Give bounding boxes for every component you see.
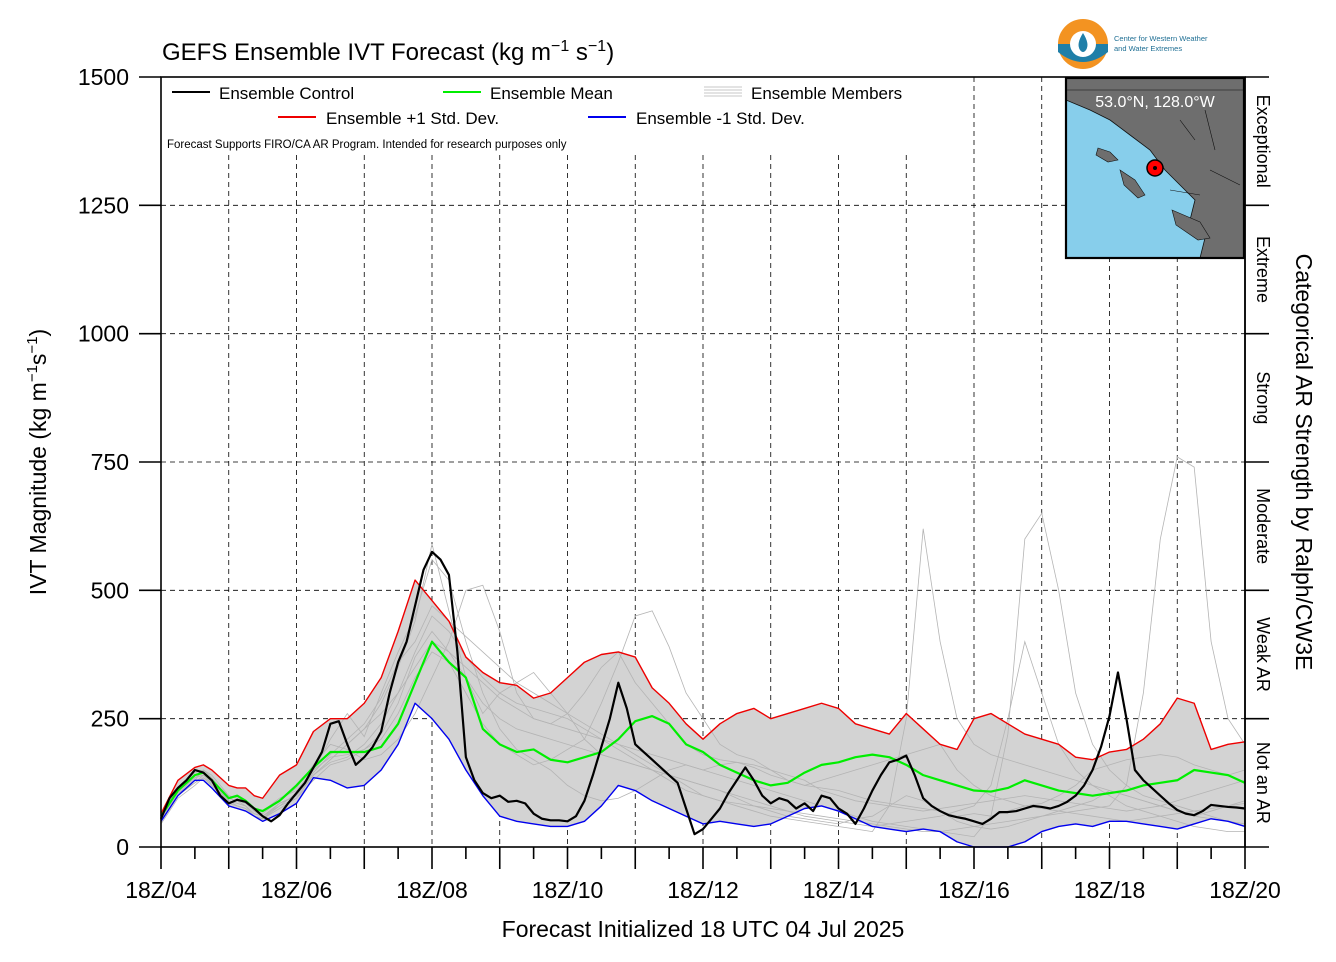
cw3e-logo: Center for Western Weather and Water Ext… (1058, 19, 1208, 69)
y-tick-label: 0 (116, 834, 129, 860)
ensemble-member-line (160, 630, 1245, 832)
category-label: Extreme (1253, 236, 1273, 303)
inset-island-b (1119, 169, 1146, 199)
x-tick-label: 18Z/10 (532, 877, 604, 903)
logo-drop-icon (1078, 33, 1088, 52)
minus-std-line (160, 702, 1246, 848)
x-tick-label: 18Z/12 (667, 877, 739, 903)
logo-text-line1: Center for Western Weather (1114, 34, 1208, 43)
logo-text-line2: and Water Extremes (1114, 44, 1182, 53)
research-note: Forecast Supports FIRO/CA AR Program. In… (167, 139, 567, 151)
chart-title: GEFS Ensemble IVT Forecast (kg m−1 s−1) (162, 38, 614, 66)
y-tick-label: 1000 (78, 321, 129, 347)
inset-frame (1064, 76, 1246, 260)
category-label: Moderate (1253, 488, 1273, 564)
category-label: Exceptional (1253, 95, 1273, 188)
ensemble-summary-lines (159, 550, 1246, 848)
legend-minus-std-label: Ensemble -1 Std. Dev. (636, 109, 805, 128)
ensemble-control-line (159, 550, 1246, 836)
category-axis-title: Categorical AR Strength by Ralph/CW3E (1291, 254, 1317, 671)
x-tick-label: 18Z/08 (396, 877, 468, 903)
category-axis: Not an AR Weak AR Moderate Strong Extreme Exc… (1244, 76, 1273, 848)
y-tick-label: 250 (91, 706, 129, 732)
std-dev-spread-area (161, 580, 1245, 847)
x-tick-label: 18Z/16 (938, 877, 1010, 903)
legend-mean-label: Ensemble Mean (490, 84, 613, 103)
legend-members-swatch (704, 86, 742, 97)
y-axis: 0 250 500 750 1000 1250 1500 (78, 64, 161, 860)
x-tick-label: 18Z/04 (125, 877, 197, 903)
ensemble-member-line (160, 512, 1246, 838)
legend: Ensemble Control Ensemble Mean Ensemble … (167, 84, 902, 151)
location-inset-map: 53.0°N, 128.0°W (1064, 76, 1246, 260)
ensemble-member-line (160, 610, 1246, 825)
ensemble-mean-line (160, 640, 1246, 817)
x-tick-label: 18Z/20 (1209, 877, 1281, 903)
legend-control-label: Ensemble Control (219, 84, 354, 103)
category-label: Strong (1253, 371, 1273, 424)
inset-island-a (1095, 147, 1119, 163)
legend-plus-std-label: Ensemble +1 Std. Dev. (326, 109, 499, 128)
category-label: Not an AR (1253, 742, 1273, 824)
y-tick-label: 750 (91, 449, 129, 475)
x-tick-label: 18Z/06 (261, 877, 333, 903)
inset-borders (1169, 109, 1241, 196)
x-tick-label: 18Z/18 (1074, 877, 1146, 903)
category-label: Weak AR (1253, 617, 1273, 692)
inset-location-label: 53.0°N, 128.0°W (1095, 94, 1215, 111)
inset-island-c (1171, 209, 1211, 241)
x-axis-title: Forecast Initialized 18 UTC 04 Jul 2025 (502, 916, 905, 942)
y-tick-label: 1500 (78, 64, 129, 90)
legend-members-label: Ensemble Members (751, 84, 902, 103)
x-axis: 18Z/04 18Z/06 18Z/08 18Z/10 18Z/12 18Z/14 18Z/… (125, 847, 1281, 903)
x-tick-label: 18Z/14 (803, 877, 875, 903)
spread-fill (161, 580, 1245, 847)
y-tick-label: 500 (91, 577, 129, 603)
plus-std-line (160, 579, 1246, 814)
y-axis-title: IVT Magnitude (kg m−1s−1) (24, 329, 51, 595)
y-tick-label: 1250 (78, 192, 129, 218)
